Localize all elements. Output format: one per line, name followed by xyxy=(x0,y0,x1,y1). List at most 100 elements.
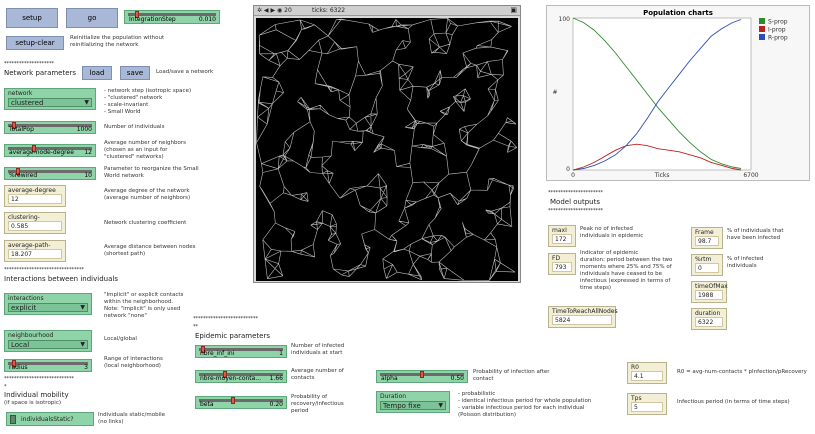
view-background xyxy=(256,18,518,281)
view-titlebar: ✲ ◀ ▶ ◉ 20 ticks: 6322 ▣ xyxy=(254,6,520,16)
slider-knob[interactable] xyxy=(134,11,139,18)
average-node-degree-slider[interactable]: average-node-degree 12 xyxy=(4,144,96,157)
monitor-value: 6322 xyxy=(695,317,723,327)
tps-note: Infectious period (in terms of time step… xyxy=(677,399,790,405)
note-line: moments where 25% and 75% of xyxy=(580,264,672,270)
note-line: network "none" xyxy=(104,313,147,319)
epidemic-heading: Epidemic parameters xyxy=(195,332,271,340)
interactions-select[interactable]: explicit ▼ xyxy=(8,303,88,312)
interactions-chooser[interactable]: interactions explicit ▼ xyxy=(4,293,92,315)
note-line: Average degree of the network xyxy=(104,188,190,194)
slider-label: nbre-moyen-conta... xyxy=(200,375,262,382)
legend-label: R-prop xyxy=(768,35,788,42)
clustering-note: Network clustering coefficient xyxy=(104,220,187,226)
stars-divider: ********************** xyxy=(548,190,603,196)
neighbourhood-chooser[interactable]: neighbourhood Local ▼ xyxy=(4,330,92,352)
save-button[interactable]: save xyxy=(120,66,150,80)
interactions-note: "Implicit" or explicit contacts within t… xyxy=(104,292,183,320)
totalpop-slider[interactable]: TotalPop 1000 xyxy=(4,121,96,134)
view-controls-icon[interactable]: ✲ ◀ ▶ ◉ 20 xyxy=(257,7,292,14)
neighbourhood-select[interactable]: Local ▼ xyxy=(8,340,88,349)
note-line: individuals at start xyxy=(291,350,343,356)
monitor-value: 172 xyxy=(552,234,572,244)
slider-knob[interactable] xyxy=(201,346,206,353)
slider-value: 0.20 xyxy=(269,401,283,408)
slider-label: radius xyxy=(9,364,28,371)
network-parameters-heading: Network parameters xyxy=(4,69,77,77)
setup-clear-button[interactable]: setup-clear xyxy=(6,36,64,50)
monitor-value: 18.207 xyxy=(8,249,62,259)
close-icon[interactable]: ▣ xyxy=(510,6,517,14)
note-line: (shortest path) xyxy=(104,251,146,257)
radius-slider[interactable]: radius 3 xyxy=(4,359,92,372)
clustering-coefficient-monitor: clustering-coefficent 0.585 xyxy=(4,212,66,234)
stars-divider: **************************** xyxy=(4,376,74,382)
monitor-label: timeOfMax xyxy=(695,283,728,290)
nbre-inf-ini-slider[interactable]: nbre_inf_ini 1 xyxy=(195,345,287,358)
rewired-slider[interactable]: %rewired 10 xyxy=(4,167,96,180)
note-line: Parameter to reorganize the Small xyxy=(104,166,199,172)
slider-knob[interactable] xyxy=(16,168,20,175)
slider-knob[interactable] xyxy=(11,360,16,367)
slider-track xyxy=(8,147,92,150)
chevron-down-icon: ▼ xyxy=(80,341,85,348)
totalpop-note: Number of individuals xyxy=(104,124,165,130)
network-edges xyxy=(256,18,518,281)
individuals-static-switch[interactable]: individualsStatic? xyxy=(6,412,94,426)
network-chooser[interactable]: network clustered ▼ xyxy=(4,88,96,110)
slider-knob[interactable] xyxy=(231,397,235,404)
mobility-note: Individuals static/mobile (no links) xyxy=(98,412,165,426)
slider-label: %rewired xyxy=(9,172,38,179)
ticks-label: ticks: 6322 xyxy=(312,7,346,14)
load-button[interactable]: load xyxy=(82,66,112,80)
monitor-value: 5 xyxy=(631,402,663,412)
neighbourhood-note: Local/global xyxy=(104,336,137,342)
note-line: recovery/infectious xyxy=(291,401,344,407)
slider-knob[interactable] xyxy=(12,122,16,129)
note-line: (average number of neighbors) xyxy=(104,195,191,201)
monitor-label: FD xyxy=(552,255,561,262)
note-line: (chosen as an input for xyxy=(104,147,168,153)
switch-label: individualsStatic? xyxy=(21,416,74,423)
integration-step-slider[interactable]: IntegrationStep 0.010 xyxy=(124,10,220,24)
contacts-slider[interactable]: nbre-moyen-conta... 1.66 xyxy=(195,370,287,383)
note-line: Peak no of infected xyxy=(580,226,633,232)
monitor-value: 1988 xyxy=(695,290,723,300)
note-line: - identical infectious period for whole … xyxy=(458,398,592,404)
note-line: (no links) xyxy=(98,419,124,425)
duration-select[interactable]: Tempo fixe ▼ xyxy=(380,401,446,410)
slider-track xyxy=(199,373,283,376)
slider-knob[interactable] xyxy=(223,371,227,378)
network-select[interactable]: clustered ▼ xyxy=(8,98,92,107)
mobility-subheading: (if space is isotropic) xyxy=(4,400,61,406)
alpha-slider[interactable]: alpha 0.50 xyxy=(376,370,468,383)
plot-area xyxy=(572,17,752,171)
slider-value: 1.66 xyxy=(269,375,283,382)
beta-slider[interactable]: beta 0.20 xyxy=(195,396,287,409)
note-line: individuals in epidemic xyxy=(580,233,644,239)
monitor-label: maxI xyxy=(552,227,567,234)
monitor-label: duration xyxy=(695,310,721,317)
note-line: - scale-invariant xyxy=(104,102,149,108)
average-degree-monitor: average-degree 12 xyxy=(4,185,66,207)
y-axis-label: # xyxy=(552,89,557,96)
slider-knob[interactable] xyxy=(32,145,36,152)
series-line-i-prop xyxy=(572,143,742,171)
chart-title: Population charts xyxy=(643,9,713,17)
mobility-heading: Individual mobility xyxy=(4,391,69,399)
slider-label: average-node-degree xyxy=(9,149,74,156)
legend-label: S-prop xyxy=(768,19,788,26)
note-line: individuals have ceased to be xyxy=(580,271,662,277)
population-chart: Population charts 100 00 6700 Ticks # S-propI… xyxy=(552,9,788,179)
slider-knob[interactable] xyxy=(420,371,424,378)
nbre-inf-note: Number of infected individuals at start xyxy=(291,343,344,357)
note-line: - Small World xyxy=(104,109,141,115)
monitor-value: 0 xyxy=(695,263,719,273)
go-button[interactable]: go xyxy=(66,8,118,28)
duration-chooser[interactable]: Duration Tempo fixe ▼ xyxy=(376,391,450,413)
note-line: % of infected xyxy=(727,256,764,262)
fd-note: Indicator of epidemic duration: period b… xyxy=(580,250,672,292)
setup-button[interactable]: setup xyxy=(6,8,58,28)
note-line: Probability of xyxy=(291,394,328,400)
chooser-label: interactions xyxy=(8,295,44,302)
